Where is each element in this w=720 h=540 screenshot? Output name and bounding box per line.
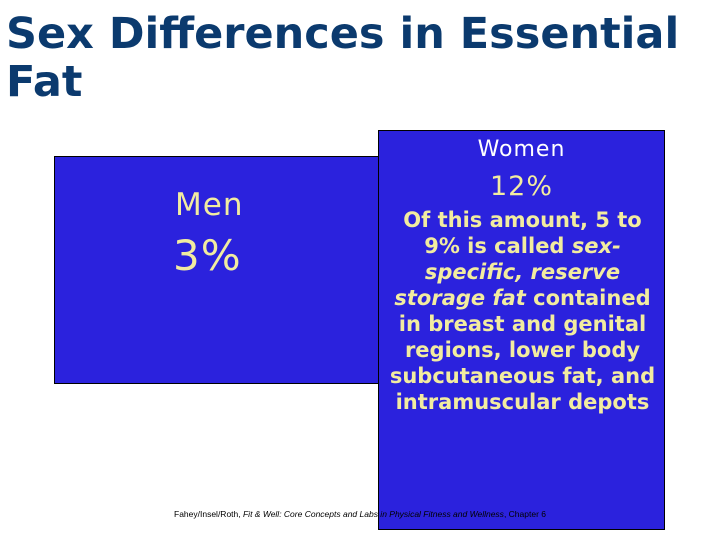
women-desc-part-2: contained in breast and genital regions,… bbox=[389, 286, 656, 414]
women-label: Women bbox=[477, 137, 566, 162]
men-label: Men bbox=[175, 187, 244, 223]
women-desc-part-1: Of this amount, 5 to 9% is called bbox=[403, 208, 642, 258]
women-panel: Women 12% Of this amount, 5 to 9% is cal… bbox=[378, 130, 665, 530]
slide-title: Sex Differences in Essential Fat bbox=[6, 9, 680, 107]
credit-book-title: Fit & Well: Core Concepts and Labs in Ph… bbox=[242, 509, 504, 519]
women-description: Of this amount, 5 to 9% is called sex-sp… bbox=[385, 207, 660, 415]
women-value: 12% bbox=[489, 171, 553, 202]
credit-chapter: , Chapter 6 bbox=[503, 509, 546, 519]
men-value: 3% bbox=[173, 231, 242, 280]
men-panel: Men 3% bbox=[54, 156, 379, 384]
women-desc-emphasis: sex-specific, reserve storage fat bbox=[394, 234, 621, 310]
source-credit: Fahey/Insel/Roth, Fit & Well: Core Conce… bbox=[174, 509, 594, 519]
credit-authors: Fahey/Insel/Roth, bbox=[174, 509, 243, 519]
